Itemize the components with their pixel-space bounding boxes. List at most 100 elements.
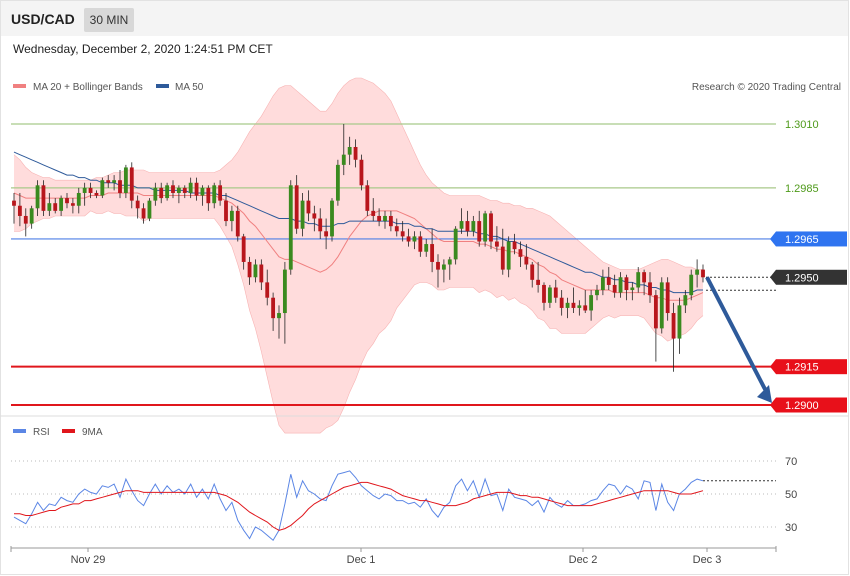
candle-bullish <box>577 305 582 308</box>
candle-bearish <box>129 167 134 201</box>
candle-bearish <box>583 305 588 311</box>
candle-bearish <box>494 241 499 247</box>
support-1-tag <box>776 359 847 375</box>
support-1-tag-arrow <box>770 359 776 375</box>
candle-bullish <box>341 154 346 165</box>
x-tick-label: Dec 3 <box>693 554 722 566</box>
candle-bearish <box>318 218 323 232</box>
candle-bearish <box>612 284 617 293</box>
candle-bearish <box>489 213 493 242</box>
candle-bullish <box>453 228 458 260</box>
candle-bearish <box>359 159 364 186</box>
candle-bearish <box>465 221 470 232</box>
rsi-tick-50: 50 <box>785 489 797 501</box>
x-axis-ticks: Nov 29 Dec 1 Dec 2 Dec 3 <box>10 546 777 566</box>
timeframe-button[interactable]: 30 MIN <box>84 8 134 32</box>
candle-bullish <box>176 187 181 193</box>
x-tick-label: Dec 1 <box>347 554 376 566</box>
candle-bearish <box>530 264 535 280</box>
candle-bullish <box>82 187 87 193</box>
candle-bearish <box>671 313 676 339</box>
pivot-tag-arrow <box>770 231 776 247</box>
candle-bearish <box>265 282 270 298</box>
header-bar: USD/CAD 30 MIN <box>1 1 848 36</box>
candle-bearish <box>70 203 75 206</box>
candle-bearish <box>118 180 122 193</box>
bollinger-band-area <box>14 78 703 434</box>
candle-bearish <box>536 279 541 285</box>
candle-bearish <box>324 231 329 237</box>
candle-bullish <box>330 200 334 237</box>
candle-bearish <box>88 187 93 193</box>
x-tick-label: Dec 2 <box>569 554 598 566</box>
candle-bullish <box>200 187 205 196</box>
candle-bullish <box>695 269 700 275</box>
candle-bullish <box>677 305 682 339</box>
candle-bearish <box>271 297 276 319</box>
candle-bullish <box>76 192 81 206</box>
rsi-ma-line <box>14 481 704 531</box>
candle-bearish <box>218 185 223 201</box>
ma9-legend-swatch <box>62 429 75 433</box>
candle-bearish <box>353 146 358 160</box>
ma50-line <box>13 151 703 294</box>
candle-bullish <box>112 180 117 183</box>
ma20-line <box>13 192 704 301</box>
candle-bullish <box>29 208 34 224</box>
candle-bearish <box>312 213 317 219</box>
candle-bullish <box>618 277 623 293</box>
candle-bullish <box>471 221 476 232</box>
candle-bearish <box>624 277 629 291</box>
candle-bearish <box>53 203 58 211</box>
resistance-label-1-3010: 1.3010 <box>785 119 819 131</box>
candle-bullish <box>229 210 234 222</box>
rsi-plot: 70 50 30 <box>11 456 797 541</box>
candle-bullish <box>212 185 217 204</box>
candle-bullish <box>506 241 511 270</box>
rsi-tick-70: 70 <box>785 456 797 468</box>
support-2-tag-arrow <box>770 397 776 413</box>
x-tick-label: Nov 29 <box>71 554 106 566</box>
candle-bearish <box>365 185 370 211</box>
candle-bearish <box>436 261 440 270</box>
candle-bullish <box>683 295 688 306</box>
ma50-legend-label: MA 50 <box>175 82 204 93</box>
candle-bearish <box>206 187 211 204</box>
bollinger-lower-line <box>14 210 704 434</box>
candle-bearish <box>477 221 482 242</box>
candle-bearish <box>559 297 564 308</box>
candle-bearish <box>41 185 46 211</box>
pivot-tag <box>776 231 847 247</box>
candle-bullish <box>335 164 340 201</box>
candle-bearish <box>406 236 411 242</box>
candle-bearish <box>17 205 22 216</box>
candle-bullish <box>383 215 387 222</box>
candle-bullish <box>689 274 694 296</box>
candle-bullish <box>47 203 52 211</box>
candle-bearish <box>259 264 264 283</box>
candle-bullish <box>547 287 552 303</box>
candle-bearish <box>306 200 311 214</box>
candle-bearish <box>518 249 523 257</box>
candle-bearish <box>524 256 529 265</box>
candle-bullish <box>35 185 40 209</box>
last-price-tag-arrow <box>770 269 776 285</box>
candle-bullish <box>123 167 128 193</box>
candle-bullish <box>147 200 152 219</box>
candle-bearish <box>553 287 558 298</box>
rsi-tick-30: 30 <box>785 522 797 534</box>
candle-bearish <box>65 198 69 204</box>
candle-bearish <box>106 180 111 183</box>
pivot-label: 1.2965 <box>785 234 819 246</box>
datetime-label: Wednesday, December 2, 2020 1:24:51 PM C… <box>13 42 273 56</box>
candle-bullish <box>165 185 170 199</box>
candle-bullish <box>630 287 635 291</box>
candle-bearish <box>94 192 99 196</box>
candle-bearish <box>571 302 576 308</box>
bollinger-upper-line <box>13 77 703 270</box>
ma9-legend-label: 9MA <box>82 427 103 438</box>
candle-bullish <box>100 180 105 196</box>
candle-bearish <box>224 200 228 222</box>
support-2-label: 1.2900 <box>785 400 819 412</box>
